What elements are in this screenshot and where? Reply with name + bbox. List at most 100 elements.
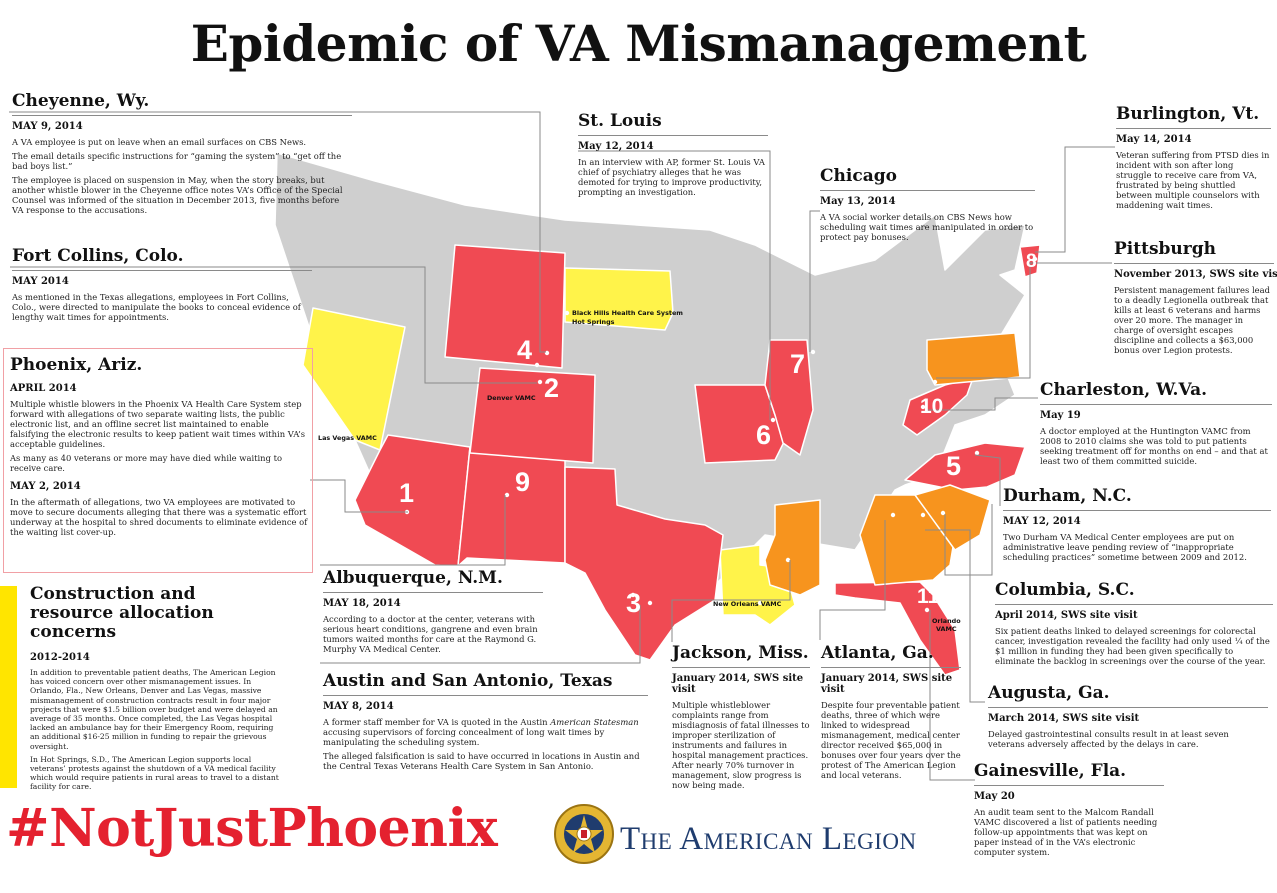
marker-dot-black-hills: [564, 310, 570, 316]
marker-dot-charleston: [920, 404, 926, 410]
construction-date: 2012-2014: [30, 652, 90, 663]
state-colorado: [469, 367, 596, 464]
map-label-las-vegas: Las Vegas VAMC: [318, 434, 377, 442]
pittsburgh-block: Pittsburgh November 2013, SWS site visit…: [1114, 239, 1277, 355]
map-number-5: 5: [946, 451, 962, 481]
marker-dot-burlington: [1032, 256, 1038, 262]
map-label-hot-springs: Hot Springs: [572, 318, 615, 326]
phoenix-p1: Multiple whistle blowers in the Phoenix …: [10, 399, 306, 449]
burlington-title: Burlington, Vt.: [1116, 104, 1271, 129]
jackson-block: Jackson, Miss. January 2014, SWS site vi…: [672, 643, 810, 790]
marker-dot-stlouis: [770, 417, 776, 423]
marker-dot-las-vegas: [347, 442, 353, 448]
marker-dot-texas-1: [630, 592, 636, 598]
pittsburgh-title: Pittsburgh: [1114, 239, 1274, 264]
phoenix-block: Phoenix, Ariz. APRIL 2014 Multiple whist…: [10, 355, 308, 537]
charleston-date: May 19: [1040, 410, 1081, 421]
burlington-block: Burlington, Vt. May 14, 2014 Veteran suf…: [1116, 104, 1271, 210]
austin-p1-italic: American Statesman: [550, 717, 639, 727]
marker-dot-atlanta: [890, 512, 896, 518]
columbia-block: Columbia, S.C. April 2014, SWS site visi…: [995, 580, 1273, 666]
durham-title: Durham, N.C.: [1003, 486, 1271, 511]
augusta-block: Augusta, Ga. March 2014, SWS site visit …: [988, 683, 1268, 749]
map-label-orlando-vamc: VAMC: [936, 625, 957, 633]
austin-p1-b: accusing supervisors of forcing concealm…: [323, 727, 605, 747]
charleston-block: Charleston, W.Va. May 19 A doctor employ…: [1040, 380, 1272, 466]
map-number-3: 3: [626, 588, 642, 618]
phoenix-date-2: MAY 2, 2014: [10, 481, 81, 492]
austin-p1-a: A former staff member for VA is quoted i…: [323, 717, 551, 727]
fortcollins-p1: As mentioned in the Texas allegations, e…: [12, 292, 301, 322]
map-label-black-hills: Black Hills Health Care System: [572, 309, 683, 317]
marker-dot-pittsburgh: [932, 379, 938, 385]
columbia-p1: Six patient deaths linked to delayed scr…: [995, 626, 1270, 666]
jackson-title: Jackson, Miss.: [672, 643, 810, 668]
durham-p1: Two Durham VA Medical Center employees a…: [1003, 532, 1247, 562]
map-number-4: 4: [517, 335, 533, 365]
albuquerque-title: Albuquerque, N.M.: [323, 568, 543, 593]
marker-dot-phoenix: [404, 509, 410, 515]
construction-p1: In addition to preventable patient death…: [30, 668, 278, 751]
fortcollins-date: MAY 2014: [12, 276, 69, 287]
stlouis-p1: In an interview with AP, former St. Loui…: [578, 157, 765, 197]
map-number-11: 11: [917, 585, 940, 608]
cheyenne-title: Cheyenne, Wy.: [12, 91, 352, 116]
austin-block: Austin and San Antonio, Texas MAY 8, 201…: [323, 671, 648, 771]
atlanta-p1: Despite four preventable patient deaths,…: [821, 700, 961, 780]
marker-dot-cheyenne: [544, 350, 550, 356]
austin-p2: The alleged falsification is said to hav…: [323, 751, 640, 771]
gainesville-date: May 20: [974, 791, 1015, 802]
chicago-title: Chicago: [820, 166, 1035, 191]
jackson-p1: Multiple whistleblower complaints range …: [672, 700, 810, 790]
austin-p1: A former staff member for VA is quoted i…: [323, 717, 648, 747]
construction-p2: In Hot Springs, S.D., The American Legio…: [30, 754, 279, 792]
atlanta-title: Atlanta, Ga.: [821, 643, 961, 668]
fortcollins-title: Fort Collins, Colo.: [12, 246, 312, 271]
pittsburgh-date: November 2013, SWS site visit: [1114, 269, 1277, 280]
augusta-p1: Delayed gastrointestinal consults result…: [988, 729, 1229, 749]
phoenix-p3: In the aftermath of allegations, two VA …: [10, 497, 308, 537]
austin-title: Austin and San Antonio, Texas: [323, 671, 648, 696]
phoenix-date-1: APRIL 2014: [10, 383, 77, 394]
stlouis-block: St. Louis May 12, 2014 In an interview w…: [578, 111, 768, 197]
durham-date: MAY 12, 2014: [1003, 516, 1081, 527]
albuquerque-p1: According to a doctor at the center, vet…: [323, 614, 538, 654]
atlanta-block: Atlanta, Ga. January 2014, SWS site visi…: [821, 643, 961, 780]
marker-dot-orlando: [942, 604, 948, 610]
albuquerque-date: MAY 18, 2014: [323, 598, 401, 609]
marker-dot-augusta: [920, 512, 926, 518]
columbia-date: April 2014, SWS site visit: [995, 610, 1138, 621]
stlouis-title: St. Louis: [578, 111, 768, 136]
chicago-date: May 13, 2014: [820, 196, 896, 207]
state-new-mexico: [457, 446, 566, 567]
phoenix-title: Phoenix, Ariz.: [10, 355, 143, 375]
marker-dot-jackson: [785, 557, 791, 563]
map-label-orlando: Orlando: [932, 617, 961, 625]
jackson-date: January 2014, SWS site visit: [672, 673, 804, 695]
phoenix-p2: As many as 40 veterans or more may have …: [10, 453, 283, 473]
augusta-title: Augusta, Ga.: [988, 683, 1268, 708]
chicago-p1: A VA social worker details on CBS News h…: [820, 212, 1034, 242]
american-legion-name: The American Legion: [620, 821, 917, 857]
cheyenne-p3: The employee is placed on suspension in …: [12, 175, 343, 215]
construction-heading: Construction and resource allocation con…: [30, 584, 214, 642]
gainesville-block: Gainesville, Fla. May 20 An audit team s…: [974, 761, 1164, 857]
augusta-date: March 2014, SWS site visit: [988, 713, 1140, 724]
chicago-block: Chicago May 13, 2014 A VA social worker …: [820, 166, 1035, 242]
marker-dot-albuquerque: [504, 492, 510, 498]
map-number-6: 6: [756, 420, 772, 450]
map-number-1: 1: [399, 478, 415, 508]
american-legion-emblem-icon: [554, 804, 614, 864]
charleston-p1: A doctor employed at the Huntington VAMC…: [1040, 426, 1268, 466]
durham-block: Durham, N.C. MAY 12, 2014 Two Durham VA …: [1003, 486, 1271, 562]
marker-dot-texas-2: [647, 600, 653, 606]
american-legion-wordmark: The American Legion: [620, 821, 917, 858]
gainesville-title: Gainesville, Fla.: [974, 761, 1164, 786]
atlanta-date: January 2014, SWS site visit: [821, 673, 953, 695]
map-number-9: 9: [515, 467, 531, 497]
stlouis-date: May 12, 2014: [578, 141, 654, 152]
charleston-title: Charleston, W.Va.: [1040, 380, 1272, 405]
pittsburgh-p1: Persistent management failures lead to a…: [1114, 285, 1270, 355]
burlington-p1: Veteran suffering from PTSD dies in inci…: [1116, 150, 1270, 210]
marker-dot-fortcollins: [534, 362, 540, 368]
